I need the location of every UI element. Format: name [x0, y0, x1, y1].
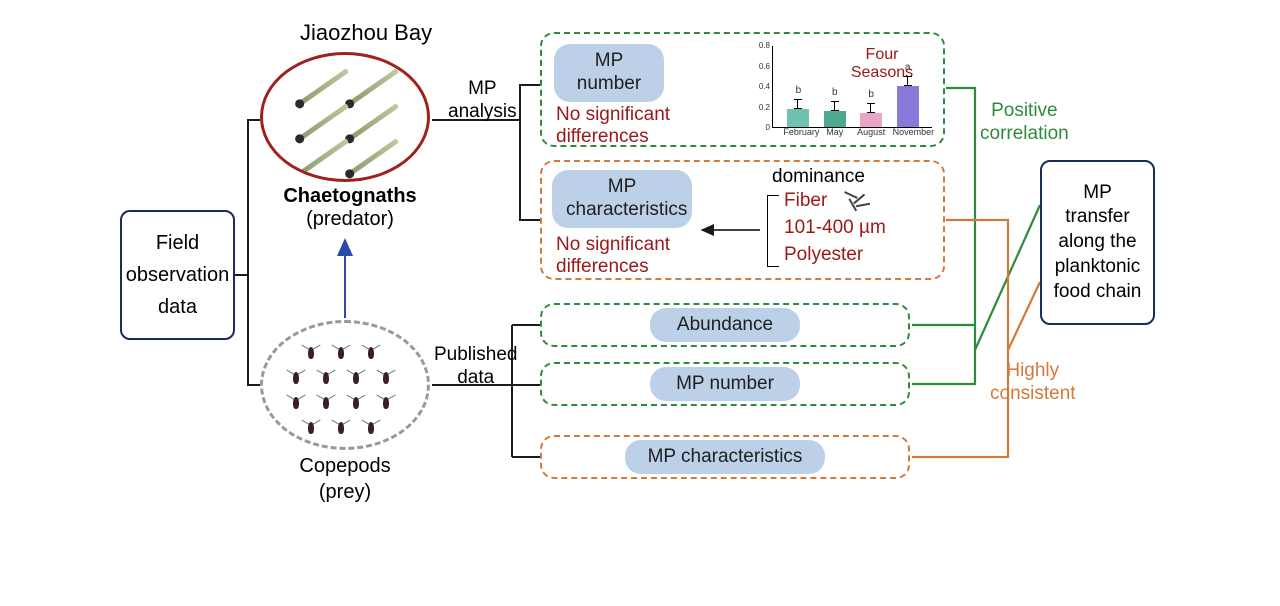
chaetognaths-oval [260, 52, 430, 182]
cope-role: (prey) [319, 481, 371, 503]
positive-correlation-label: Positive correlation [980, 100, 1069, 146]
mp-char-note: No significant differences [556, 234, 670, 278]
seasons-bar-chart: Four Seasons bFebruarybMaybAugustaNovemb… [752, 40, 937, 140]
dom-size: 101-400 µm [784, 217, 886, 239]
dominance-label: dominance [772, 166, 865, 188]
bar-November: aNovember [897, 86, 919, 127]
field-l3: data [158, 291, 197, 323]
field-l1: Field [156, 227, 199, 259]
cope-name: Copepods [299, 455, 390, 477]
mp-char-pill: MP characteristics [552, 170, 692, 228]
mp-char2-pill: MP characteristics [625, 440, 825, 474]
bar-February: bFebruary [787, 109, 809, 127]
mp-number-pill: MP number [554, 44, 664, 102]
highly-consistent-label: Highly consistent [990, 360, 1076, 406]
transfer-box: MP transfer along the planktonic food ch… [1040, 160, 1155, 325]
bar-May: bMay [824, 111, 846, 127]
mp-char2-box: MP characteristics [540, 435, 910, 479]
chaet-name: Chaetognaths [283, 185, 416, 207]
copepods-label: Copepods (prey) [290, 453, 400, 505]
mp-number-note: No significant differences [556, 104, 670, 148]
bar-August: bAugust [860, 113, 882, 127]
dominance-bracket [767, 195, 779, 267]
field-observation-box: Field observation data [120, 210, 235, 340]
mp-number2-box: MP number [540, 362, 910, 406]
mp-char-box: MP characteristics No significant differ… [540, 160, 945, 280]
chaetognaths-label: Chaetognaths (predator) [270, 185, 430, 231]
published-data-label: Published data [434, 344, 517, 390]
mp-analysis-label: MP analysis [448, 78, 517, 124]
dom-fiber: Fiber [784, 190, 827, 212]
fiber-icon [842, 192, 872, 212]
dom-polyester: Polyester [784, 244, 863, 266]
field-l2: observation [126, 259, 229, 291]
copepods-oval [260, 320, 430, 450]
mp-number-box: MP number No significant differences Fou… [540, 32, 945, 147]
mp-number2-pill: MP number [650, 367, 800, 401]
abundance-pill: Abundance [650, 308, 800, 342]
abundance-box: Abundance [540, 303, 910, 347]
title-jiaozhou: Jiaozhou Bay [300, 20, 432, 46]
chaet-role: (predator) [306, 208, 394, 230]
